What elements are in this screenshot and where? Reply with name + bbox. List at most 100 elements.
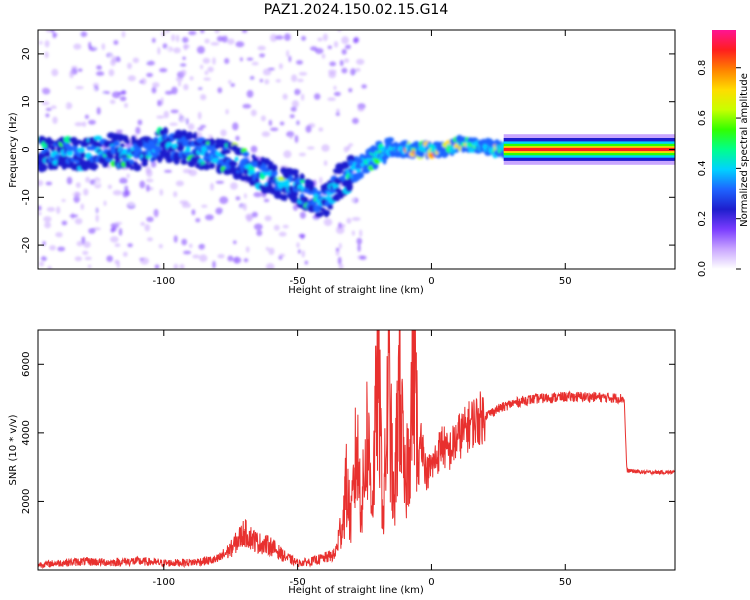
- heatmap-cell: [156, 115, 165, 119]
- heatmap-cell: [80, 203, 85, 210]
- heatmap-cell: [159, 189, 164, 196]
- heatmap-cell: [65, 145, 74, 152]
- heatmap-cell: [154, 145, 162, 154]
- heatmap-cell: [355, 67, 361, 73]
- heatmap-cell: [339, 59, 344, 67]
- heatmap-cell: [256, 229, 263, 237]
- heatmap-cell: [90, 208, 97, 214]
- heatmap-cell: [93, 42, 98, 49]
- heatmap-cell: [164, 169, 172, 173]
- heatmap-cell: [224, 99, 230, 104]
- heatmap-cell: [183, 44, 188, 51]
- heatmap-cell: [324, 209, 329, 218]
- heatmap-cell: [243, 193, 247, 199]
- heatmap-cell: [46, 144, 52, 149]
- heatmap-cell: [73, 31, 82, 37]
- heatmap-cell: [345, 182, 353, 191]
- heatmap-cell: [52, 116, 58, 124]
- heatmap-cell: [84, 114, 89, 120]
- heatmap-cell: [271, 166, 277, 171]
- heatmap-cell: [204, 70, 209, 76]
- heatmap-cell: [75, 182, 81, 189]
- heatmap-cell: [304, 253, 310, 258]
- colorbar-tick-label: 0.0: [697, 261, 708, 277]
- heatmap-cell: [140, 77, 147, 85]
- heatmap-cell: [232, 122, 239, 131]
- x-tick-label: -50: [289, 276, 305, 287]
- heatmap-cell: [296, 178, 301, 185]
- heatmap-cell: [298, 152, 306, 157]
- heatmap-cell: [166, 47, 170, 52]
- heatmap-cell: [72, 188, 76, 196]
- heatmap-cell: [127, 62, 132, 70]
- heatmap-cell: [173, 235, 178, 243]
- heatmap-cell: [299, 173, 305, 181]
- y-tick-label: 2000: [21, 489, 32, 514]
- heatmap-cell: [213, 133, 220, 139]
- heatmap-cell: [246, 57, 254, 61]
- snr-panel: -100 -50 0 50 2000 4000 6000 Height of straigh…: [8, 329, 676, 596]
- heatmap-cell: [163, 110, 170, 119]
- heatmap-cell: [356, 58, 365, 65]
- heatmap-cell: [139, 180, 146, 189]
- heatmap-cell: [192, 254, 200, 259]
- heatmap-cell: [76, 241, 84, 247]
- heatmap-cell: [217, 87, 223, 94]
- heatmap-cell: [103, 59, 108, 67]
- heatmap-cell: [58, 102, 67, 110]
- heatmap-cell: [221, 35, 228, 43]
- heatmap-cell: [185, 145, 191, 154]
- heatmap-cell: [289, 114, 295, 119]
- colorbar-label: Normalized spectral amplitude: [739, 73, 750, 227]
- spectrogram-heatmap: [38, 30, 675, 269]
- heatmap-cell: [284, 33, 291, 41]
- heatmap-cell: [51, 164, 59, 170]
- heatmap-cell: [111, 226, 117, 232]
- heatmap-cell: [249, 75, 255, 81]
- heatmap-cell: [137, 119, 143, 126]
- heatmap-cell: [43, 216, 52, 223]
- heatmap-cell: [151, 86, 157, 94]
- heatmap-cell: [304, 260, 308, 265]
- heatmap-cell: [187, 123, 195, 131]
- heatmap-cell: [200, 30, 205, 34]
- heatmap-cell: [356, 171, 365, 179]
- heatmap-cell: [85, 133, 91, 138]
- heatmap-cell: [316, 190, 322, 196]
- heatmap-cell: [286, 50, 290, 58]
- heatmap-cell: [346, 217, 352, 224]
- heatmap-cell: [89, 179, 96, 185]
- x-tick-label: 0: [428, 577, 434, 588]
- heatmap-cell: [132, 57, 140, 64]
- heatmap-cell: [205, 214, 214, 221]
- heatmap-cell: [73, 43, 82, 50]
- heatmap-cell: [347, 145, 351, 150]
- heatmap-cell: [232, 256, 242, 264]
- heatmap-cell: [283, 194, 288, 202]
- heatmap-cell: [220, 129, 227, 137]
- heatmap-cell: [110, 236, 119, 243]
- heatmap-cell: [341, 36, 349, 45]
- heatmap-cell: [40, 256, 48, 262]
- heatmap-cell: [279, 121, 285, 126]
- heatmap-cell: [55, 232, 63, 238]
- heatmap-cell: [191, 209, 196, 216]
- heatmap-cell: [351, 217, 361, 221]
- heatmap-cell: [122, 189, 129, 198]
- heatmap-cell: [218, 239, 222, 246]
- heatmap-cell: [154, 211, 159, 218]
- heatmap-cell: [322, 33, 328, 42]
- heatmap-cell: [200, 94, 207, 101]
- heatmap-cell: [106, 255, 113, 262]
- heatmap-cell: [108, 69, 115, 77]
- heatmap-cell: [125, 139, 130, 145]
- heatmap-cell: [49, 245, 56, 251]
- heatmap-cell: [124, 143, 133, 149]
- heatmap-cell: [193, 131, 198, 140]
- heatmap-cell: [175, 34, 180, 43]
- y-tick-label: 6000: [21, 352, 32, 377]
- heatmap-cell: [114, 243, 121, 248]
- heatmap-cell: [268, 247, 275, 255]
- heatmap-cell: [108, 54, 113, 59]
